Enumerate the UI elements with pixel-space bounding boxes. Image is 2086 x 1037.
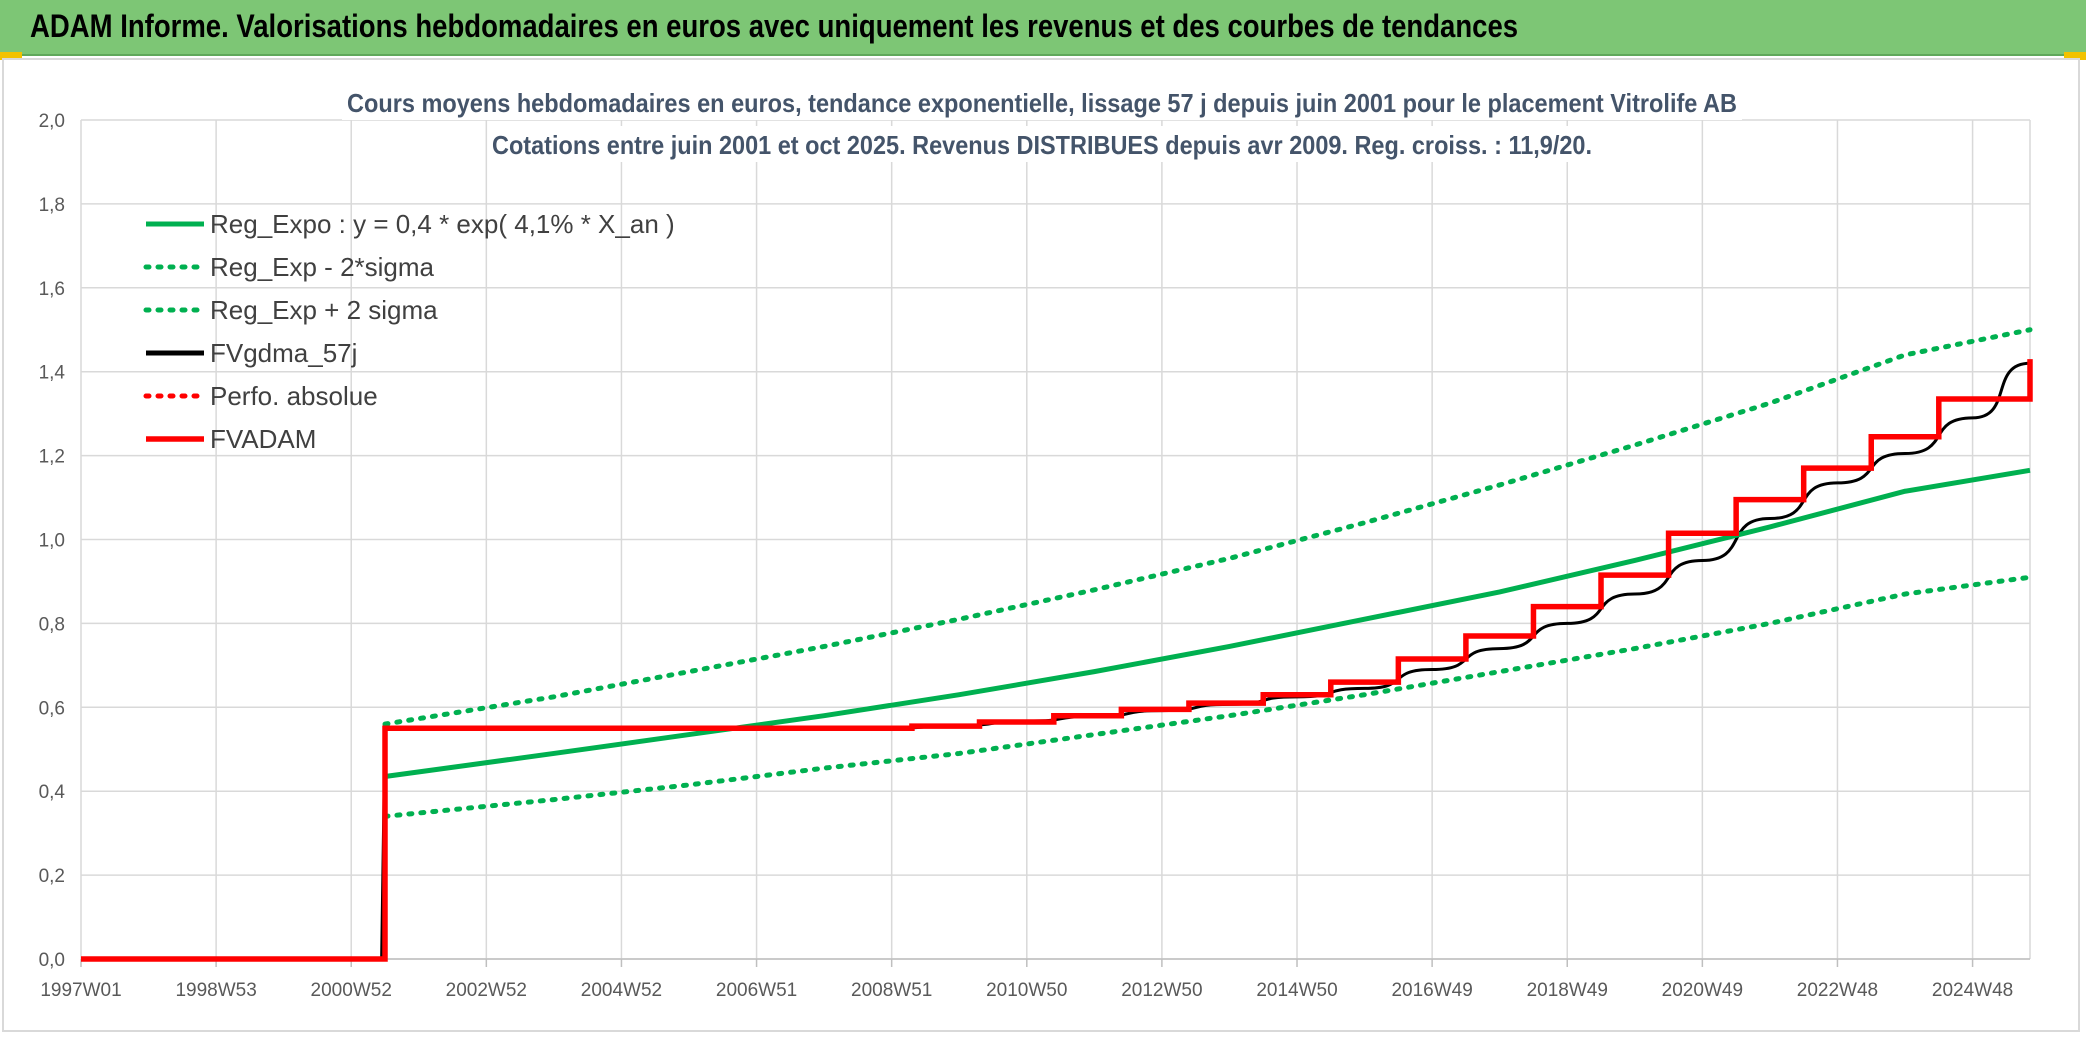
y-tick-label: 0,2 <box>39 866 65 887</box>
x-tick-label: 2004W52 <box>581 980 662 1001</box>
y-tick-label: 1,6 <box>39 279 65 300</box>
y-tick-label: 1,8 <box>39 195 65 216</box>
line-chart: 0,0 0,2 0,4 0,6 0,8 1,0 1,2 1,4 1,6 1,8 2,0 1997W01… <box>39 84 2033 1001</box>
x-tick-label: 2016W49 <box>1391 980 1472 1001</box>
x-tick-label: 2000W52 <box>311 980 392 1001</box>
y-tick-label: 0,0 <box>39 950 65 971</box>
x-tick-label: 2022W48 <box>1797 980 1878 1001</box>
legend-label: Perfo. absolue <box>210 381 378 411</box>
report-title: ADAM Informe. Valorisations hebdomadaire… <box>30 8 1519 44</box>
x-tick-label: 2006W51 <box>716 980 797 1001</box>
x-tick-label: 1998W53 <box>175 980 256 1001</box>
subtitle-background <box>490 126 1595 162</box>
x-tick-label: 2014W50 <box>1256 980 1337 1001</box>
x-tick-label: 2008W51 <box>851 980 932 1001</box>
y-tick-label: 0,6 <box>39 698 65 719</box>
y-tick-label: 1,0 <box>39 531 65 552</box>
y-tick-label: 0,4 <box>39 782 66 803</box>
legend-label: Reg_Exp + 2 sigma <box>210 295 438 325</box>
series-line-3 <box>81 361 2031 961</box>
series-line-2 <box>382 327 2033 727</box>
title-background <box>342 84 1742 120</box>
legend-label: FVgdma_57j <box>210 338 357 368</box>
chart-subtitle: Cotations entre juin 2001 et oct 2025. R… <box>492 130 1592 160</box>
series-line-1 <box>382 574 2033 819</box>
report-header: ADAM Informe. Valorisations hebdomadaire… <box>0 0 2086 56</box>
legend: Reg_Expo : y = 0,4 * exp( 4,1% * X_an ) R… <box>143 209 675 454</box>
chart-title: Cours moyens hebdomadaires en euros, ten… <box>347 88 1737 118</box>
x-tick-label: 1997W01 <box>40 980 121 1001</box>
x-tick-label: 2012W50 <box>1121 980 1202 1001</box>
x-tick-label: 2010W50 <box>986 980 1067 1001</box>
series-layer <box>81 327 2033 962</box>
legend-label: Reg_Exp - 2*sigma <box>210 252 435 282</box>
x-tick-label: 2002W52 <box>446 980 527 1001</box>
legend-label: Reg_Expo : y = 0,4 * exp( 4,1% * X_an ) <box>210 209 675 239</box>
x-tick-label: 2024W48 <box>1932 980 2013 1001</box>
y-tick-label: 0,8 <box>39 614 65 635</box>
y-tick-label: 1,4 <box>39 363 66 384</box>
chart-title-block: Cours moyens hebdomadaires en euros, ten… <box>342 84 1742 162</box>
y-tick-label: 1,2 <box>39 447 65 468</box>
x-tick-label: 2020W49 <box>1662 980 1743 1001</box>
chart-area: 0,0 0,2 0,4 0,6 0,8 1,0 1,2 1,4 1,6 1,8 2,0 1997W01… <box>2 58 2080 1032</box>
legend-label: FVADAM <box>210 424 316 454</box>
y-tick-label: 2,0 <box>39 111 65 132</box>
corner-mark-right <box>2064 52 2086 60</box>
x-tick-label: 2018W49 <box>1527 980 1608 1001</box>
series-line-5 <box>81 359 2033 962</box>
axis-layer: 0,0 0,2 0,4 0,6 0,8 1,0 1,2 1,4 1,6 1,8 2,0 1997W01… <box>39 111 2030 1001</box>
corner-mark-left <box>0 52 22 60</box>
series-line-0 <box>384 467 2031 779</box>
